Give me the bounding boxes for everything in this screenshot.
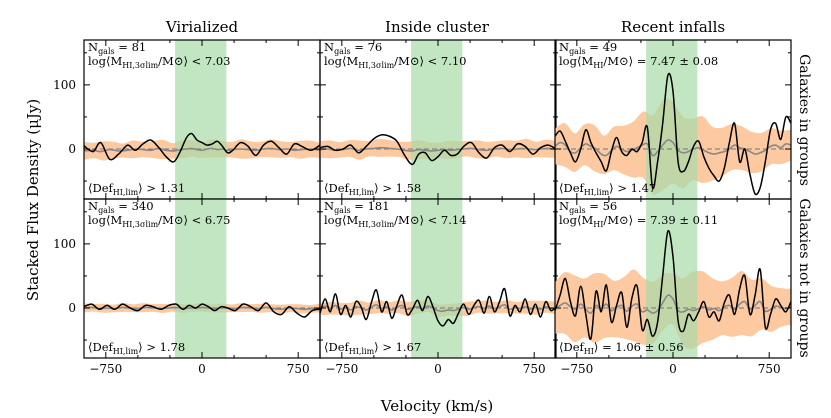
stacked-spectrum-line: [555, 229, 791, 340]
stacked-spectrum-line: [555, 72, 791, 196]
mean-spectrum-line: [320, 146, 556, 152]
velocity-window: [175, 40, 227, 199]
panel-annotation: ⟨DefHI,lim⟩ > 1.47: [559, 181, 656, 197]
mean-spectrum-line: [84, 147, 320, 153]
stacked-spectrum-line: [320, 287, 556, 327]
panel-annotation: Ngals = 181: [324, 199, 390, 215]
panel-annotation: log⟨MHI,3σlim/M⊙⟩ < 7.03: [88, 54, 231, 70]
y-tick-label: 100: [53, 78, 76, 92]
column-title-inside-cluster: Inside cluster: [385, 18, 490, 36]
panel-annotation: Ngals = 340: [88, 199, 154, 215]
x-tick-label: −750: [560, 362, 593, 376]
x-tick-label: 750: [523, 362, 546, 376]
x-tick-label: 0: [198, 362, 206, 376]
x-tick-label: −750: [325, 362, 358, 376]
mean-spectrum-line: [84, 306, 320, 311]
panel-annotation: ⟨DefHI,lim⟩ > 1.31: [88, 181, 185, 197]
velocity-window: [646, 199, 698, 358]
mean-spectrum-line: [555, 139, 791, 157]
panel-plot-area: [320, 199, 556, 358]
panel-annotation: ⟨DefHI,lim⟩ > 1.58: [324, 181, 421, 197]
panel-annotation: ⟨DefHI,lim⟩ > 1.78: [88, 340, 185, 356]
panel-annotation: Ngals = 81: [88, 40, 146, 56]
panel-plot-area: [555, 199, 791, 358]
panel-annotation: Ngals = 56: [559, 199, 617, 215]
stacked-spectrum-line: [320, 134, 556, 166]
panel-annotation: Ngals = 49: [559, 40, 617, 56]
velocity-window: [646, 40, 698, 199]
velocity-window: [411, 40, 463, 199]
panel-annotation: Ngals = 76: [324, 40, 382, 56]
stacked-spectrum-line: [84, 132, 320, 163]
column-title-recent-infalls: Recent infalls: [621, 18, 725, 36]
stacked-spectrum-line: [84, 302, 320, 318]
panel-plot-area: [84, 199, 320, 358]
x-tick-label: 750: [287, 362, 310, 376]
panel-annotation: ⟨DefHI⟩ = 1.06 ± 0.56: [559, 340, 684, 356]
x-tick-label: 0: [434, 362, 442, 376]
panel-annotation: log⟨MHI,3σlim/M⊙⟩ < 6.75: [88, 213, 231, 229]
panel-annotation: log⟨MHI/M⊙⟩ = 7.39 ± 0.11: [559, 213, 718, 229]
panel-plot-area: [320, 40, 556, 199]
velocity-window: [175, 199, 227, 358]
panel-plot-area: [84, 40, 320, 199]
panel-annotation: log⟨MHI,3σlim/M⊙⟩ < 7.10: [324, 54, 467, 70]
x-tick-label: 0: [669, 362, 677, 376]
velocity-window: [411, 199, 463, 358]
y-tick-label: 100: [53, 237, 76, 251]
column-title-virialized: Virialized: [165, 18, 239, 36]
x-tick-label: 750: [758, 362, 781, 376]
x-tick-label: −750: [89, 362, 122, 376]
panel-annotation: ⟨DefHI,lim⟩ > 1.67: [324, 340, 421, 356]
panel-annotation: log⟨MHI,3σlim/M⊙⟩ < 7.14: [324, 213, 467, 229]
row-label-not-in-groups: Galaxies not in groups: [796, 198, 812, 357]
row-label-in-groups: Galaxies in groups: [796, 54, 812, 186]
y-axis-label: Stacked Flux Density (μJy): [24, 99, 42, 301]
x-axis-label: Velocity (km/s): [380, 397, 493, 415]
y-tick-label: 0: [68, 301, 76, 315]
panel-plot-area: [555, 40, 791, 199]
panel-annotation: log⟨MHI/M⊙⟩ = 7.47 ± 0.08: [559, 54, 718, 70]
y-tick-label: 0: [68, 142, 76, 156]
